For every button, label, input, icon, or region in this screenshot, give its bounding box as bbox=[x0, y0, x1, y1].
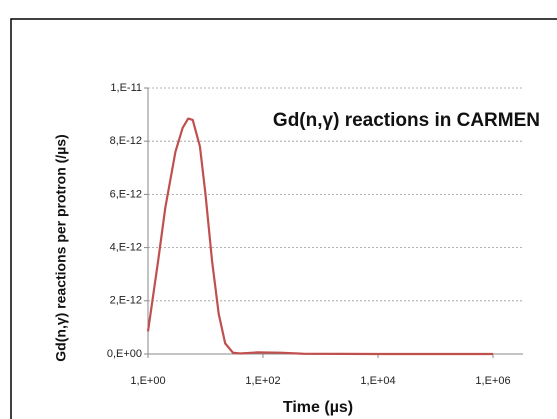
chart-frame bbox=[10, 18, 557, 419]
y-tick-label: 1,E-11 bbox=[110, 82, 142, 94]
y-tick-label: 0,E+00 bbox=[107, 348, 142, 360]
x-tick-label: 1,E+00 bbox=[130, 375, 165, 387]
line-series bbox=[146, 117, 493, 356]
y-tick-label: 2,E-12 bbox=[110, 295, 142, 307]
x-tick-label: 1,E+06 bbox=[475, 375, 510, 387]
y-axis-label: Gd(n,γ) reactions per protron (/µs) bbox=[53, 134, 69, 361]
y-tick-label: 8,E-12 bbox=[110, 135, 142, 147]
x-tick-label: 1,E+04 bbox=[360, 375, 395, 387]
chart-title: Gd(n,γ) reactions in CARMEN bbox=[273, 110, 540, 131]
x-tick-label: 1,E+02 bbox=[245, 375, 280, 387]
x-axis-label: Time (µs) bbox=[283, 399, 353, 416]
y-tick-label: 6,E-12 bbox=[110, 188, 142, 200]
y-tick-label: 4,E-12 bbox=[110, 242, 142, 254]
